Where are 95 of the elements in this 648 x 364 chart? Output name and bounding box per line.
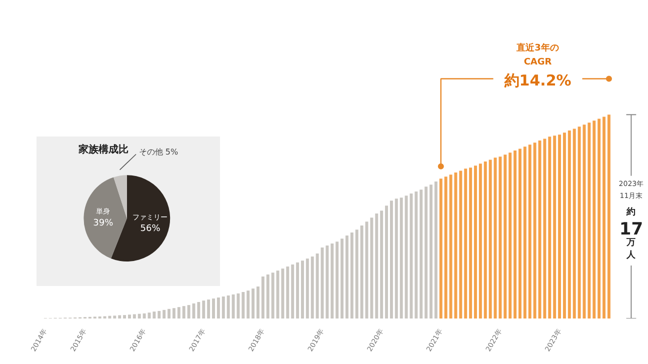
bar xyxy=(158,310,161,318)
bar xyxy=(152,312,156,318)
bar xyxy=(474,166,477,318)
bar xyxy=(390,200,393,318)
bar xyxy=(310,256,314,318)
bar xyxy=(202,300,206,318)
bar xyxy=(592,120,596,318)
bar xyxy=(138,314,141,318)
bar xyxy=(602,116,606,318)
slice-label: その他 5% xyxy=(138,147,179,156)
bar xyxy=(242,292,245,318)
bar xyxy=(607,114,610,318)
bar xyxy=(424,186,428,318)
bar xyxy=(207,300,210,318)
bar xyxy=(469,168,472,318)
text: 直近3年の CAGR 約14.2% xyxy=(503,42,572,90)
bar xyxy=(336,242,339,318)
bar xyxy=(330,243,334,318)
bar xyxy=(533,142,536,318)
bar xyxy=(182,306,186,318)
bar xyxy=(370,218,374,318)
bar xyxy=(177,307,180,318)
bar xyxy=(113,316,116,318)
bar xyxy=(128,314,131,318)
bar xyxy=(132,314,136,318)
bar xyxy=(222,296,225,318)
bar xyxy=(271,272,274,318)
bar xyxy=(108,316,112,318)
bar xyxy=(340,238,344,318)
bar xyxy=(523,146,526,318)
bar xyxy=(434,182,438,318)
bar xyxy=(558,134,562,318)
data-label: 56% xyxy=(140,224,161,234)
bar xyxy=(380,210,384,318)
bar xyxy=(350,232,354,318)
bar xyxy=(553,136,556,318)
bar xyxy=(316,253,319,318)
bar xyxy=(286,266,290,318)
bar xyxy=(291,264,294,318)
bar xyxy=(123,315,126,318)
bar xyxy=(528,144,532,318)
bar xyxy=(326,246,329,318)
bar xyxy=(508,152,512,318)
bar xyxy=(430,184,432,318)
bar xyxy=(598,118,601,318)
bar xyxy=(420,190,423,318)
bar xyxy=(578,126,581,318)
bar xyxy=(212,298,215,318)
bar xyxy=(345,236,348,318)
bar xyxy=(252,288,255,318)
bar xyxy=(142,313,146,318)
bar xyxy=(498,156,502,318)
bar xyxy=(118,315,122,318)
bar xyxy=(385,206,388,318)
bar xyxy=(488,160,492,318)
bar xyxy=(226,295,230,318)
data-label: 39% xyxy=(93,218,114,228)
bar xyxy=(439,178,442,318)
bar xyxy=(504,154,507,318)
bar xyxy=(459,170,462,318)
text: 人 xyxy=(626,249,637,260)
bar xyxy=(360,226,364,318)
text: 万 xyxy=(626,238,636,248)
bar xyxy=(216,298,220,318)
bar xyxy=(562,132,566,318)
bar xyxy=(246,290,250,318)
text: 約 xyxy=(626,206,636,218)
text: 17 xyxy=(619,219,644,240)
bar xyxy=(168,308,171,318)
chart-title: 家族構成比 xyxy=(77,144,128,156)
bar xyxy=(394,198,398,318)
bar xyxy=(464,168,468,318)
bar xyxy=(197,302,200,318)
bar xyxy=(355,230,358,318)
bar xyxy=(296,262,300,318)
bar xyxy=(478,164,482,318)
bar xyxy=(514,150,517,318)
bar xyxy=(568,130,571,318)
bar xyxy=(588,122,591,318)
bar xyxy=(306,258,309,318)
bar xyxy=(572,128,576,318)
bar xyxy=(172,308,176,318)
bar xyxy=(256,286,260,318)
bar xyxy=(375,214,378,318)
bar xyxy=(400,198,403,318)
bar xyxy=(266,274,270,318)
bar xyxy=(518,148,522,318)
bar xyxy=(548,136,552,318)
bar xyxy=(484,162,487,318)
bar xyxy=(414,192,418,318)
bar xyxy=(444,176,448,318)
bar xyxy=(301,260,304,318)
bar xyxy=(261,276,264,318)
bar xyxy=(543,138,546,318)
bar xyxy=(162,310,166,318)
